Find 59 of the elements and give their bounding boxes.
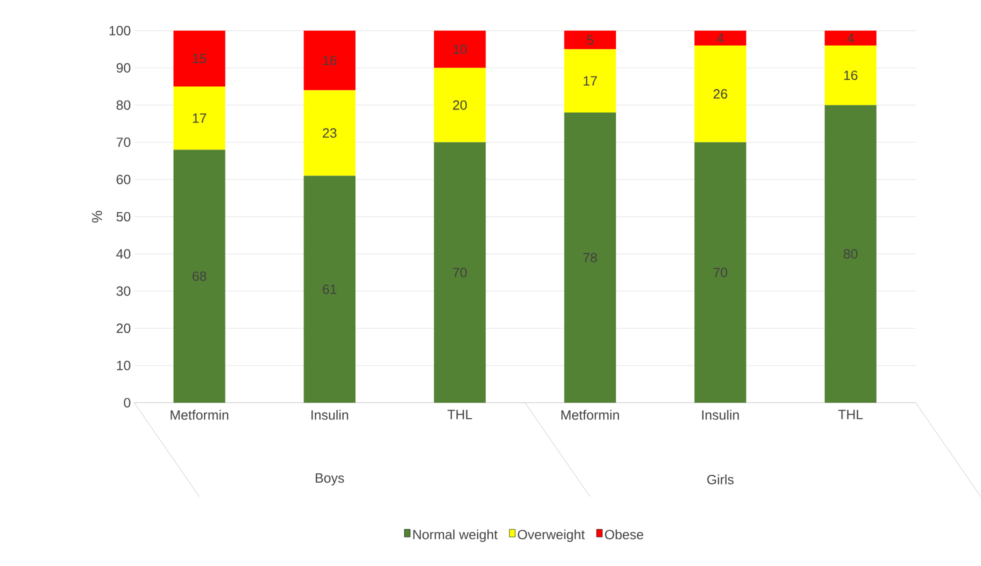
legend-label: Normal weight bbox=[413, 530, 498, 542]
data-label: 20 bbox=[453, 100, 467, 110]
y-tick-label: 100 bbox=[110, 26, 130, 36]
y-tick-label: 40 bbox=[116, 249, 130, 259]
data-label: 16 bbox=[844, 70, 858, 80]
text: Girls bbox=[707, 474, 734, 484]
bar bbox=[694, 46, 746, 142]
bar bbox=[564, 112, 616, 403]
text: Boys bbox=[316, 474, 344, 486]
y-tick-label: 50 bbox=[116, 212, 130, 222]
data-label: 17 bbox=[584, 76, 597, 86]
data-label: 5 bbox=[586, 35, 594, 45]
data-label: 10 bbox=[453, 44, 467, 54]
bar bbox=[173, 150, 226, 403]
data-label: 70 bbox=[714, 268, 728, 278]
data-label: 16 bbox=[323, 56, 336, 66]
bar bbox=[434, 68, 486, 142]
bar bbox=[434, 30, 486, 68]
y-tick-label: 60 bbox=[116, 174, 130, 184]
data-label: 68 bbox=[192, 272, 206, 282]
data-label: 78 bbox=[583, 253, 597, 262]
x-tick-label: Insulin bbox=[312, 410, 348, 420]
y-tick-label: 10 bbox=[117, 360, 130, 370]
y-tick-label: 30 bbox=[116, 286, 130, 296]
bar bbox=[304, 90, 356, 176]
y-tick-label: 90 bbox=[116, 63, 130, 73]
data-label: 4 bbox=[847, 34, 854, 43]
y-axis-title: % bbox=[92, 210, 102, 223]
data-label: 17 bbox=[192, 114, 206, 123]
x-tick-label: Metformin bbox=[561, 410, 619, 420]
y-tick-label: 0 bbox=[124, 398, 130, 408]
data-label: 15 bbox=[192, 54, 206, 64]
legend-label: Obese bbox=[605, 530, 644, 540]
y-tick-label: 70 bbox=[116, 138, 130, 148]
bar bbox=[694, 142, 746, 403]
data-label: 26 bbox=[714, 89, 728, 99]
bar bbox=[434, 142, 486, 403]
bar bbox=[173, 86, 226, 150]
y-tick-label: 80 bbox=[116, 100, 130, 110]
bar bbox=[694, 30, 746, 46]
bar bbox=[564, 30, 616, 50]
y-tick-label: 20 bbox=[116, 324, 130, 334]
data-label: 70 bbox=[453, 268, 467, 278]
legend-label: Overweight bbox=[518, 530, 585, 542]
x-tick-label: Metformin bbox=[170, 410, 228, 420]
data-label: 23 bbox=[322, 128, 336, 138]
bar bbox=[824, 30, 876, 46]
bar bbox=[304, 30, 356, 90]
bar bbox=[824, 46, 876, 106]
data-label: 4 bbox=[716, 34, 724, 43]
x-tick-label: THL bbox=[838, 410, 863, 420]
data-label: 80 bbox=[844, 249, 858, 259]
bar bbox=[304, 176, 356, 403]
bar bbox=[173, 30, 226, 87]
bar bbox=[564, 49, 616, 113]
bar bbox=[824, 105, 876, 403]
x-tick-label: THL bbox=[448, 410, 472, 420]
x-tick-label: Insulin bbox=[702, 410, 739, 420]
data-label: 61 bbox=[322, 284, 336, 294]
